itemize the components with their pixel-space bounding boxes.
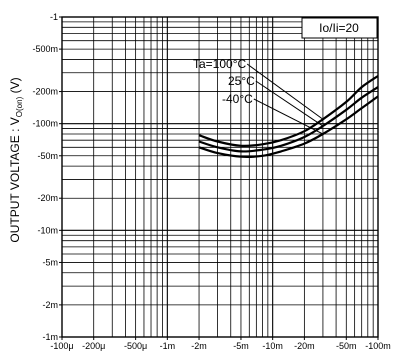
series-line-0: [198, 75, 379, 148]
plot-border: [61, 16, 379, 338]
y-tick-label: -500m: [32, 44, 58, 54]
y-tick-label: -1: [50, 12, 58, 22]
y-tick-label: -100m: [32, 119, 58, 129]
y-tick-label: -200m: [32, 87, 58, 97]
y-tick-label: -20m: [37, 193, 58, 203]
series-label-1: 25°C: [228, 74, 255, 88]
series-leader-1: [255, 80, 324, 127]
series-labels: Ta=100°C 25°C -40°C: [193, 57, 324, 135]
x-tick-label: -10m: [262, 341, 283, 351]
x-tick-label: -1m: [160, 341, 176, 351]
series-line-1: [198, 86, 379, 153]
chart-frame: [61, 16, 379, 338]
x-tick-label: -20m: [294, 341, 315, 351]
series-line-2: [198, 95, 379, 158]
y-tick-labels: -1 -500m -200m -100m -50m -20m -10m -5m -2m -1m: [32, 12, 62, 342]
y-tick-label: -1m: [43, 332, 59, 342]
y-tick-label: -5m: [43, 257, 59, 267]
chart-grid: [62, 17, 378, 337]
x-tick-label: -50m: [336, 341, 357, 351]
y-axis-label-unit: (V): [8, 77, 22, 96]
x-tick-label: -100μ: [50, 341, 73, 351]
x-tick-label: -200μ: [82, 341, 105, 351]
y-axis-label: OUTPUT VOLTAGE : VO(on) (V): [8, 77, 24, 242]
x-tick-label: -2m: [191, 341, 207, 351]
series-label-0: Ta=100°C: [193, 57, 247, 71]
x-tick-label: -500μ: [124, 341, 147, 351]
legend-box-text: Io/Ii=20: [319, 21, 359, 35]
y-axis-label-subscript: O(on): [15, 96, 24, 117]
chart-series: [198, 75, 379, 158]
legend-box-border: [301, 17, 378, 39]
legend-box: Io/Ii=20: [301, 17, 378, 39]
series-label-2: -40°C: [222, 92, 253, 106]
x-tick-label: -100m: [365, 341, 391, 351]
series-leader-0: [246, 63, 324, 120]
x-tick-label: -5m: [233, 341, 249, 351]
x-tick-labels: -100μ -200μ -500μ -1m -2m -5m -10m -20m -50m -100…: [50, 337, 391, 351]
y-tick-label: -50m: [37, 151, 58, 161]
series-leader-2: [253, 98, 324, 135]
y-tick-label: -2m: [43, 300, 59, 310]
y-tick-label: -10m: [37, 225, 58, 235]
